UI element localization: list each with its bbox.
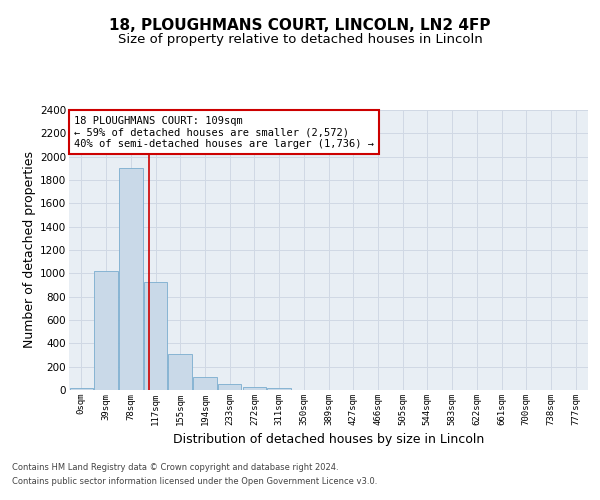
X-axis label: Distribution of detached houses by size in Lincoln: Distribution of detached houses by size … [173, 434, 484, 446]
Bar [94, 271, 118, 390]
Bar [70, 388, 93, 390]
Text: Contains public sector information licensed under the Open Government Licence v3: Contains public sector information licen… [12, 477, 377, 486]
Bar [268, 388, 291, 390]
Y-axis label: Number of detached properties: Number of detached properties [23, 152, 36, 348]
Text: 18 PLOUGHMANS COURT: 109sqm
← 59% of detached houses are smaller (2,572)
40% of : 18 PLOUGHMANS COURT: 109sqm ← 59% of det… [74, 116, 374, 149]
Bar [193, 377, 217, 390]
Text: 18, PLOUGHMANS COURT, LINCOLN, LN2 4FP: 18, PLOUGHMANS COURT, LINCOLN, LN2 4FP [109, 18, 491, 32]
Bar [218, 384, 241, 390]
Bar [242, 386, 266, 390]
Bar [169, 354, 192, 390]
Bar [119, 168, 143, 390]
Text: Contains HM Land Registry data © Crown copyright and database right 2024.: Contains HM Land Registry data © Crown c… [12, 464, 338, 472]
Text: Size of property relative to detached houses in Lincoln: Size of property relative to detached ho… [118, 32, 482, 46]
Bar [144, 282, 167, 390]
